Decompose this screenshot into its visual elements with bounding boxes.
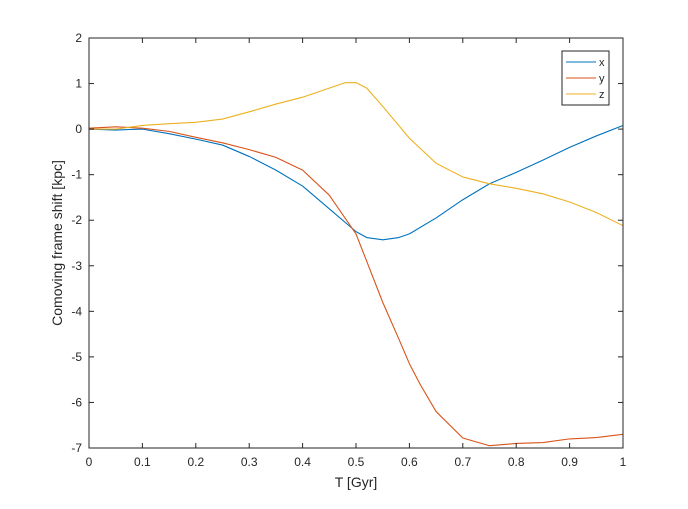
y-tick-label: 1 — [75, 77, 82, 91]
series-line-z — [89, 82, 624, 227]
y-tick-label: 2 — [75, 31, 82, 45]
legend-label-x: x — [599, 57, 605, 69]
x-axis-label: T [Gyr] — [335, 474, 378, 490]
x-tick-label: 0.7 — [454, 455, 471, 469]
legend-label-z: z — [599, 89, 605, 101]
x-tick-label: 0.1 — [134, 455, 151, 469]
y-tick-label: -4 — [71, 304, 82, 318]
x-tick-label: 0.3 — [241, 455, 258, 469]
x-tick-label: 0.6 — [401, 455, 418, 469]
y-tick-label: 0 — [75, 122, 82, 136]
y-tick-label: -5 — [71, 350, 82, 364]
x-tick-label: 1 — [620, 455, 627, 469]
series-line-y — [88, 126, 624, 447]
legend-label-y: y — [599, 73, 605, 85]
axes-layer: 0 0.1 0.2 0.3 0.4 0.5 0.6 0.7 0.8 0.9 1 2 1 0 -1 -2 -3 -4… — [71, 31, 626, 469]
x-tick-label: 0.9 — [561, 455, 578, 469]
y-tick-label: -3 — [71, 259, 82, 273]
x-tick-label: 0.4 — [294, 455, 311, 469]
plot-area — [89, 38, 623, 448]
series-line-x — [88, 124, 624, 241]
series-layer — [88, 82, 624, 447]
x-tick-label: 0.5 — [348, 455, 365, 469]
y-tick-label: -7 — [71, 441, 82, 455]
x-tick-label: 0 — [86, 455, 93, 469]
legend: xyz — [561, 50, 610, 106]
y-tick-label: -2 — [71, 213, 82, 227]
y-axis-label: Comoving frame shift [kpc] — [49, 160, 65, 326]
x-tick-label: 0.2 — [187, 455, 204, 469]
y-tick-label: -6 — [71, 395, 82, 409]
x-tick-label: 0.8 — [508, 455, 525, 469]
y-tick-label: -1 — [71, 168, 82, 182]
